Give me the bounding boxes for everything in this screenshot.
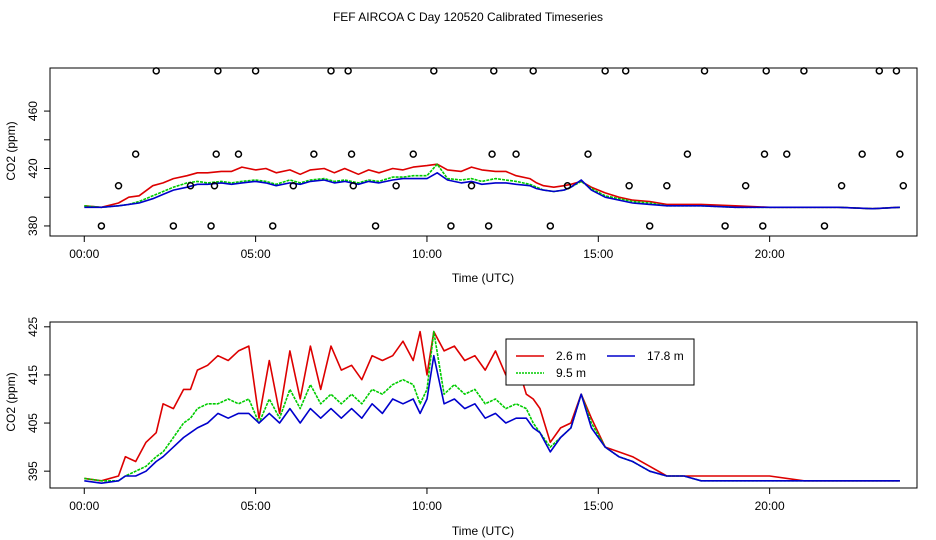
bottom-y-tick-label: 405 (26, 413, 40, 433)
top-marker-point (289, 181, 298, 190)
top-ylabel: CO2 (ppm) (4, 121, 18, 180)
top-x-tick-label: 20:00 (755, 247, 785, 261)
bottom-series-9.5m (84, 330, 900, 482)
top-marker-point (512, 150, 520, 158)
top-marker-point (392, 181, 400, 190)
bottom-y-tick-label: 425 (26, 316, 40, 336)
top-marker-point (310, 150, 318, 158)
top-marker-point (683, 150, 692, 158)
top-marker-point (700, 67, 709, 75)
top-marker-point (430, 67, 438, 75)
top-series-17.8m (84, 172, 900, 210)
top-marker-point (186, 181, 195, 190)
top-xlabel: Time (UTC) (452, 271, 514, 285)
top-marker-point (892, 67, 901, 75)
chart-title: FEF AIRCOA C Day 120520 Calibrated Times… (333, 10, 603, 24)
top-marker-point (645, 222, 654, 230)
top-marker-point (169, 222, 178, 230)
top-y-tick-label: 420 (26, 158, 40, 178)
top-marker-point (114, 181, 123, 190)
top-marker-point (268, 222, 277, 230)
top-marker-point (875, 67, 884, 75)
legend-label-9.5m: 9.5 m (556, 366, 586, 380)
top-marker-point (762, 67, 770, 75)
bottom-ylabel: CO2 (ppm) (4, 372, 18, 431)
top-marker-point (546, 222, 555, 230)
top-marker-point (820, 222, 829, 230)
bottom-xlabel: Time (UTC) (452, 524, 514, 538)
legend-box (505, 338, 695, 386)
top-marker-point (344, 67, 352, 75)
bottom-x-tick-label: 10:00 (412, 499, 442, 513)
top-marker-point (234, 150, 243, 158)
top-marker-point (131, 150, 140, 158)
top-marker-point (490, 67, 498, 75)
top-marker-point (152, 67, 160, 75)
bottom-series-17.8m (84, 354, 900, 485)
bottom-x-tick-label: 05:00 (241, 499, 271, 513)
top-marker-point (899, 181, 908, 190)
bottom-x-tick-label: 15:00 (583, 499, 613, 513)
top-marker-point (563, 181, 572, 190)
bottom-panel: 00:00 05:00 10:00 15:00 20:00 395 405 415 425 (26, 316, 918, 513)
top-marker-point (721, 222, 729, 230)
top-series-9.5m (84, 163, 900, 210)
top-marker-point (484, 222, 493, 230)
top-marker-point (371, 222, 380, 230)
legend-label-17.8m: 17.8 m (647, 349, 684, 363)
top-marker-point (663, 181, 671, 190)
top-marker-point (837, 181, 846, 190)
top-marker-point (97, 222, 106, 230)
top-panel: 00:00 05:00 10:00 15:00 20:00 380 420 460 (26, 67, 918, 261)
top-marker-point (800, 67, 808, 75)
top-marker-point (858, 150, 866, 158)
top-marker-point (741, 181, 750, 190)
bottom-plot-frame (49, 321, 918, 489)
top-y-tick-label: 460 (26, 101, 40, 121)
bottom-x-tick-label: 20:00 (755, 499, 785, 513)
top-marker-point (760, 150, 769, 158)
top-y-tick-label: 380 (26, 216, 40, 236)
top-marker-point (447, 222, 455, 230)
top-marker-point (327, 67, 335, 75)
bottom-x-tick-label: 00:00 (69, 499, 99, 513)
top-marker-point (625, 181, 633, 190)
bottom-y-tick-label: 415 (26, 365, 40, 385)
top-marker-point (584, 150, 592, 158)
top-marker-point (467, 181, 476, 190)
top-x-tick-label: 00:00 (69, 247, 99, 261)
top-marker-point (759, 222, 767, 230)
top-marker-point (601, 67, 609, 75)
top-marker-point (212, 150, 220, 158)
top-marker-point (214, 67, 222, 75)
top-marker-point (251, 67, 260, 75)
top-marker-point (347, 150, 356, 158)
top-marker-point (210, 181, 219, 190)
top-marker-point (207, 222, 215, 230)
top-series-2.6m (84, 163, 900, 210)
top-marker-point (488, 150, 496, 158)
top-marker-point (529, 67, 537, 75)
top-marker-point (409, 150, 417, 158)
top-marker-point (783, 150, 791, 158)
top-x-tick-label: 05:00 (241, 247, 271, 261)
bottom-series-2.6m (84, 330, 900, 482)
top-x-tick-label: 10:00 (412, 247, 442, 261)
top-plot-frame (49, 67, 918, 237)
top-x-tick-label: 15:00 (583, 247, 613, 261)
top-marker-point (621, 67, 630, 75)
top-marker-point (896, 150, 904, 158)
bottom-y-tick-label: 395 (26, 461, 40, 481)
legend-label-2.6m: 2.6 m (556, 349, 586, 363)
legend: 2.6 m 9.5 m 17.8 m (505, 338, 695, 386)
top-marker-point (349, 181, 358, 190)
